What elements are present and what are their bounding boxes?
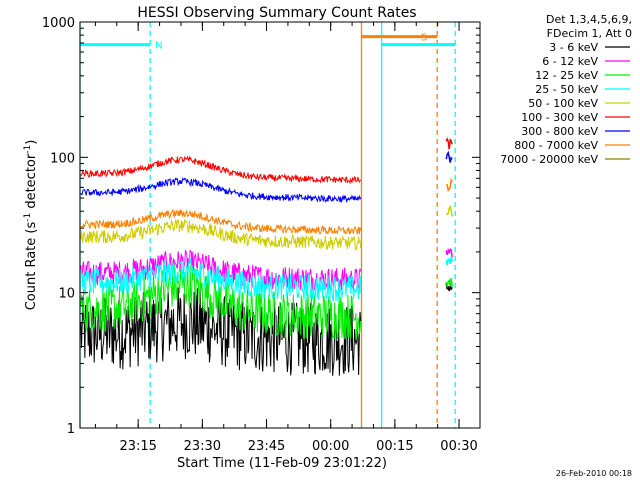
series-trace-4 <box>80 218 362 252</box>
series-late-trace-6 <box>445 150 453 163</box>
legend-label-2: 12 - 25 keV <box>535 69 598 82</box>
x-axis: 23:15 23:30 23:45 00:00 00:15 00:30 <box>94 22 478 454</box>
y-tick-label-1: 10 <box>58 287 75 302</box>
y-tick-label-2: 100 <box>50 151 75 166</box>
series-trace-5 <box>80 155 362 185</box>
y-axis-label: Count Rate (s-1 detector-1) <box>23 140 39 311</box>
series-late-trace-2 <box>445 278 453 288</box>
series-late-trace-4 <box>446 204 453 217</box>
series-trace-3 <box>80 257 362 302</box>
x-tick-label-2: 23:45 <box>248 439 285 454</box>
x-tick-label-1: 23:30 <box>184 439 221 454</box>
legend-label-7: 800 - 7000 keV <box>514 139 598 152</box>
plot-frame <box>79 21 481 429</box>
x-tick-label-5: 00:30 <box>440 439 477 454</box>
series-late-trace-3 <box>445 256 453 266</box>
chart-title: HESSI Observing Summary Count Rates <box>137 5 416 21</box>
series-trace-7 <box>80 208 362 235</box>
legend-label-1: 6 - 12 keV <box>542 55 598 68</box>
plot-area: NS <box>79 22 456 428</box>
legend-label-0: 3 - 6 keV <box>549 41 598 54</box>
legend-label-3: 25 - 50 keV <box>535 83 598 96</box>
series-late-trace-5 <box>445 137 453 150</box>
footer-date: 26-Feb-2010 00:18 <box>556 469 632 478</box>
series-late-trace-0 <box>445 282 453 292</box>
legend-header-decimation: FDecim 1, Att 0 <box>547 27 632 40</box>
flag-label-n: N <box>155 41 162 52</box>
legend-header-detectors: Det 1,3,4,5,6,9, <box>546 13 632 26</box>
y-axis: 1 10 100 1000 <box>42 16 480 437</box>
legend-label-5: 100 - 300 keV <box>521 111 598 124</box>
legend-label-4: 50 - 100 keV <box>528 97 598 110</box>
y-tick-label-3: 1000 <box>42 16 75 31</box>
series-late-trace-1 <box>445 247 453 258</box>
x-tick-label-0: 23:15 <box>119 439 156 454</box>
legend-label-6: 300 - 800 keV <box>521 125 598 138</box>
flag-label-s: S <box>421 33 427 44</box>
legend-label-8: 7000 - 20000 keV <box>500 153 598 166</box>
legend: Det 1,3,4,5,6,9, FDecim 1, Att 0 3 - 6 k… <box>500 13 632 166</box>
x-tick-label-4: 00:15 <box>376 439 413 454</box>
series-late-trace-7 <box>445 177 453 192</box>
y-tick-label-0: 1 <box>67 422 75 437</box>
series-trace-6 <box>80 176 362 204</box>
x-tick-label-3: 00:00 <box>312 439 349 454</box>
x-axis-label: Start Time (11-Feb-09 23:01:22) <box>177 456 387 471</box>
